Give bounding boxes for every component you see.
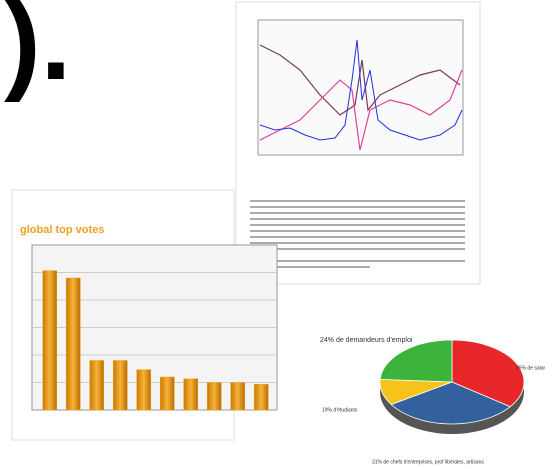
pie-slice	[451, 339, 525, 408]
pie-label: 31% de chefs d'entreprises, prof libéral…	[372, 459, 484, 465]
pie-title: 24% de demandeurs d'emploi	[320, 337, 413, 344]
bar	[136, 369, 152, 411]
bar	[253, 384, 269, 411]
bar	[206, 382, 222, 411]
bar	[89, 360, 105, 411]
bar	[42, 270, 58, 411]
bar	[159, 376, 175, 411]
bar-chart-title: global top votes	[20, 224, 104, 236]
bar	[183, 378, 199, 411]
line-chart-document	[235, 1, 481, 285]
pie-slice	[379, 339, 453, 383]
pie-label: 35% de salar	[516, 365, 546, 371]
pie-slice	[390, 381, 512, 425]
heading-fragment: ).	[4, 0, 71, 103]
body-text	[250, 200, 465, 268]
bar	[112, 360, 128, 411]
bars	[32, 270, 277, 411]
pie-label: 19% d'étudiants	[322, 407, 358, 413]
line	[259, 69, 463, 151]
line	[259, 39, 463, 141]
bar	[230, 382, 246, 411]
bar	[65, 277, 81, 411]
line	[259, 44, 461, 116]
pie	[379, 339, 525, 434]
